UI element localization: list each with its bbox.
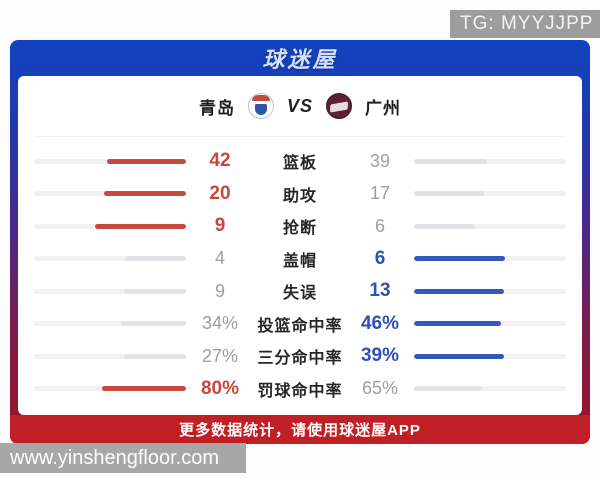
stat-label: 罚球命中率 (257, 382, 343, 400)
home-stat-bar (34, 158, 186, 164)
guangzhou-team-logo-icon (326, 93, 352, 119)
home-stat-value: 34% (201, 313, 239, 334)
home-stat-value: 42 (209, 150, 231, 172)
stat-label: 失误 (282, 285, 317, 303)
home-stat-bar (34, 321, 186, 327)
away-stat-value: 39 (369, 150, 391, 171)
away-stat-bar (414, 321, 566, 327)
stat-label: 助攻 (282, 187, 317, 205)
stat-row-rebounds: 42 篮板 39 (34, 145, 566, 178)
stat-row-steals: 9 抢断 6 (34, 210, 566, 243)
app-logo: 球迷屋 (262, 47, 338, 72)
away-stat-bar (414, 158, 566, 164)
home-stat-bar (34, 191, 186, 197)
home-team-name: 青岛 (198, 98, 235, 118)
home-stat-bar (34, 353, 186, 359)
away-stat-value: 46% (360, 312, 400, 334)
home-stat-value: 9 (214, 215, 226, 237)
card-footer: 更多数据统计，请使用球迷屋APP (10, 415, 590, 444)
home-stat-bar (34, 288, 186, 294)
stat-label: 盖帽 (282, 252, 317, 270)
home-stat-value: 27% (201, 345, 239, 366)
home-stat-bar (34, 256, 186, 262)
app-promo-text: 更多数据统计，请使用球迷屋APP (179, 422, 421, 439)
away-stat-value: 65% (361, 378, 399, 399)
stat-row-3p-pct: 27% 三分命中率 39% (34, 340, 566, 373)
stat-row-blocks: 4 盖帽 6 (34, 243, 566, 276)
away-stat-bar (414, 256, 566, 262)
away-stat-value: 6 (374, 215, 385, 236)
tg-contact-badge: TG: MYYJJPP (450, 10, 600, 38)
stat-label: 三分命中率 (257, 350, 343, 368)
stat-label: 抢断 (282, 220, 317, 238)
home-stat-value: 20 (209, 182, 231, 204)
qingdao-team-logo-icon (247, 93, 274, 119)
stats-list: 42 篮板 39 20 助攻 17 9 抢断 6 (18, 137, 582, 415)
stat-row-assists: 20 助攻 17 (34, 178, 566, 211)
home-stat-value: 4 (214, 248, 225, 269)
home-stat-bar (34, 386, 186, 392)
home-stat-value: 9 (214, 280, 225, 301)
away-stat-bar (414, 191, 566, 197)
home-stat-bar (34, 223, 186, 229)
stat-row-ft-pct: 80% 罚球命中率 65% (34, 373, 566, 406)
stats-card: 球迷屋 青岛 VS 广州 42 篮板 39 (10, 40, 590, 444)
stat-row-fg-pct: 34% 投篮命中率 46% (34, 308, 566, 341)
stat-label: 篮板 (282, 155, 317, 173)
site-watermark: www.yinshengfloor.com (0, 443, 246, 473)
card-body: 青岛 VS 广州 42 篮板 39 20 助攻 17 (18, 76, 582, 415)
card-header: 球迷屋 (10, 40, 590, 76)
vs-label: VS (286, 95, 313, 116)
away-stat-value: 39% (360, 345, 400, 367)
away-stat-value: 13 (369, 280, 391, 302)
stat-label: 投篮命中率 (257, 317, 343, 335)
away-stat-bar (414, 353, 566, 359)
away-stat-bar (414, 223, 566, 229)
home-stat-value: 80% (200, 377, 240, 399)
away-stat-value: 17 (369, 183, 391, 204)
away-stat-value: 6 (374, 247, 386, 269)
away-stat-bar (414, 386, 566, 392)
away-team-name: 广州 (365, 98, 401, 118)
matchup-header: 青岛 VS 广州 (34, 76, 566, 137)
stat-row-turnovers: 9 失误 13 (34, 275, 566, 308)
away-stat-bar (414, 288, 566, 294)
